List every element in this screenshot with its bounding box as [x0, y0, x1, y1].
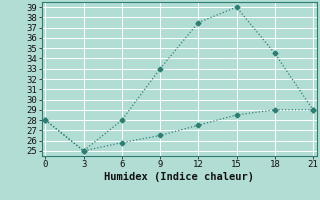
X-axis label: Humidex (Indice chaleur): Humidex (Indice chaleur) — [104, 172, 254, 182]
